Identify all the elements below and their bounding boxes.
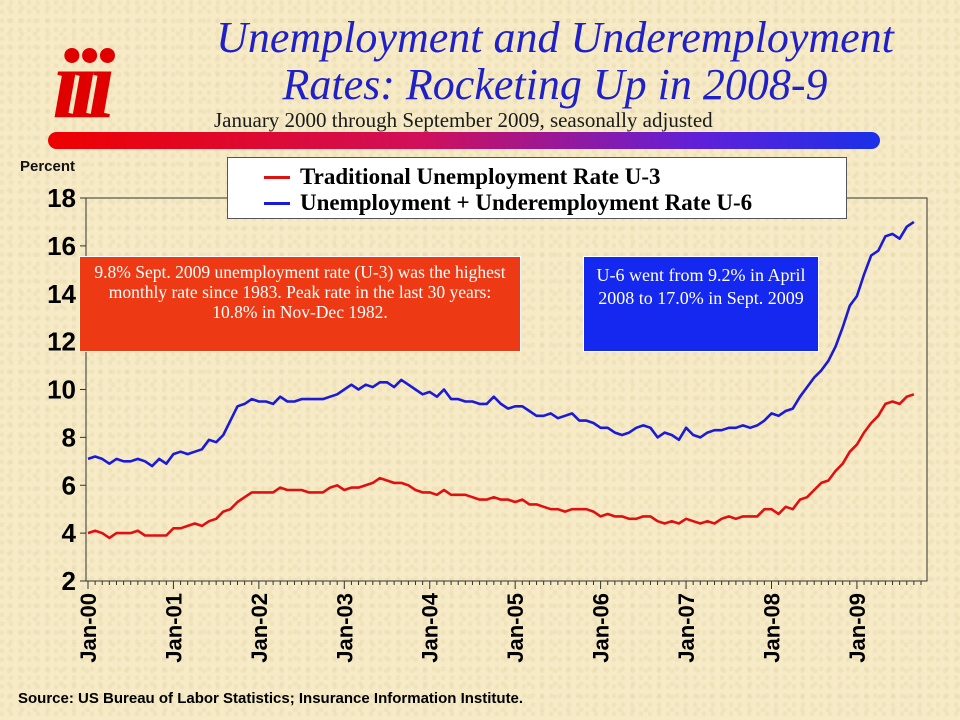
y-tick-label: 12 xyxy=(47,327,76,357)
legend-swatch-u3 xyxy=(264,175,290,179)
legend-label-u6: Unemployment + Underemployment Rate U-6 xyxy=(300,190,753,215)
x-tick-label: Jan-06 xyxy=(589,593,614,663)
x-tick-label: Jan-09 xyxy=(845,593,870,663)
title-line-1: Unemployment and Underemployment xyxy=(216,13,894,62)
y-axis: 2 4 6 8 10 12 14 16 18 xyxy=(47,183,86,596)
x-tick-label: Jan-01 xyxy=(161,593,186,663)
chart-legend: Traditional Unemployment Rate U-3 Unempl… xyxy=(227,157,847,219)
y-tick-label: 16 xyxy=(47,231,76,261)
source-note: Source: US Bureau of Labor Statistics; I… xyxy=(18,690,524,707)
y-tick-label: 2 xyxy=(62,566,76,596)
legend-label-u3: Traditional Unemployment Rate U-3 xyxy=(300,164,661,189)
header-divider-swoosh xyxy=(48,132,880,149)
x-tick-label: Jan-02 xyxy=(247,593,272,663)
y-tick-label: 8 xyxy=(62,422,76,452)
y-tick-label: 10 xyxy=(47,375,76,405)
legend-item-u6: Unemployment + Underemployment Rate U-6 xyxy=(264,190,752,216)
u3-annotation-box: 9.8% Sept. 2009 unemployment rate (U-3) … xyxy=(79,256,521,352)
legend-item-u3: Traditional Unemployment Rate U-3 xyxy=(264,164,661,190)
y-tick-label: 14 xyxy=(47,279,76,309)
page-title: Unemployment and Underemployment Rates: … xyxy=(150,14,960,108)
legend-swatch-u6 xyxy=(264,201,290,205)
page-subtitle: January 2000 through September 2009, sea… xyxy=(214,108,713,132)
iii-logo: iii xyxy=(52,28,115,139)
y-tick-label: 6 xyxy=(62,470,76,500)
series-lines xyxy=(87,220,915,540)
x-tick-label: Jan-00 xyxy=(76,593,101,663)
x-tick-label: Jan-03 xyxy=(332,593,357,663)
x-tick-label: Jan-05 xyxy=(503,593,528,663)
y-axis-label: Percent xyxy=(20,158,76,175)
u6-series-line xyxy=(87,220,915,468)
y-tick-label: 4 xyxy=(62,518,77,548)
x-tick-label: Jan-08 xyxy=(759,593,784,663)
u3-series-line xyxy=(87,393,915,540)
u6-annotation-box: U-6 went from 9.2% in April 2008 to 17.0… xyxy=(583,256,819,352)
x-tick-label: Jan-04 xyxy=(418,592,443,662)
x-tick-label: Jan-07 xyxy=(674,593,699,663)
title-line-2: Rates: Rocketing Up in 2008-9 xyxy=(282,60,828,109)
y-tick-label: 18 xyxy=(47,183,76,213)
x-axis: Jan-00 Jan-01 Jan-02 Jan-03 Jan-04 Jan-05 Jan-… xyxy=(76,581,922,663)
